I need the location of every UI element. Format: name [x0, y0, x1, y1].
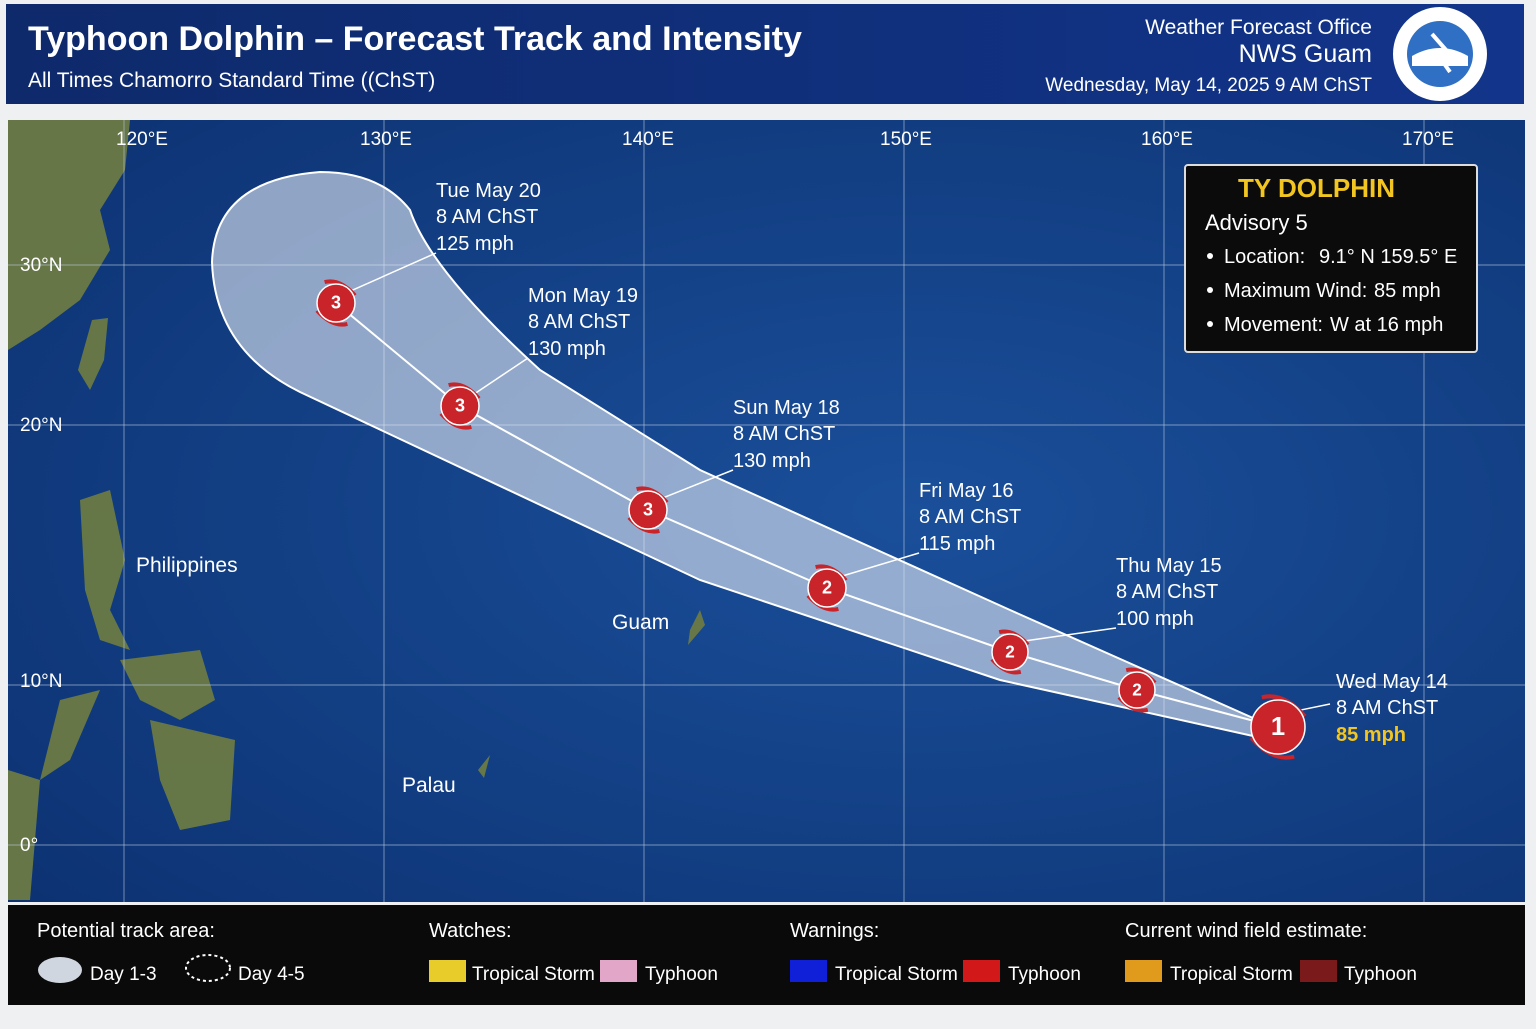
- storm-category: 2: [1005, 642, 1015, 661]
- storm-category: 1: [1271, 713, 1285, 741]
- lat-label: 10°N: [20, 671, 62, 692]
- lon-label: 160°E: [1141, 129, 1193, 150]
- leader-line: [1296, 703, 1331, 712]
- lat-label: 0°: [20, 835, 38, 856]
- place-label: Guam: [612, 611, 669, 634]
- storm-category: 2: [1132, 680, 1142, 699]
- point-date: Fri May 16: [919, 480, 1013, 502]
- storm-marker: [440, 386, 480, 426]
- leader-line: [661, 469, 734, 500]
- point-date: Mon May 19: [528, 285, 638, 307]
- point-wind: 85 mph: [1336, 724, 1406, 746]
- lon-label: 140°E: [622, 129, 674, 150]
- header-bar: [6, 4, 1524, 104]
- point-time: 8 AM ChST: [436, 206, 538, 228]
- legend-item: Tropical Storm: [835, 964, 958, 985]
- point-date: Wed May 14: [1336, 671, 1448, 693]
- info-value: W at 16 mph: [1330, 314, 1443, 336]
- lon-label: 120°E: [116, 129, 168, 150]
- info-label: Location:: [1224, 246, 1305, 268]
- lat-label: 30°N: [20, 255, 62, 276]
- leader-line: [840, 552, 920, 578]
- storm-marker: [628, 490, 668, 530]
- leader-line: [1022, 627, 1117, 642]
- subtitle: All Times Chamorro Standard Time ((ChST): [28, 69, 435, 92]
- office-name: NWS Guam: [1239, 40, 1372, 68]
- leader-line: [472, 357, 529, 396]
- legend-item: Tropical Storm: [1170, 964, 1293, 985]
- point-time: 8 AM ChST: [733, 423, 835, 445]
- point-time: 8 AM ChST: [919, 506, 1021, 528]
- info-label: Maximum Wind:: [1224, 280, 1367, 302]
- legend-title: Watches:: [429, 920, 512, 942]
- legend-item: Typhoon: [1344, 964, 1417, 985]
- info-value: 85 mph: [1374, 280, 1441, 302]
- storm-marker: [1250, 699, 1306, 755]
- point-time: 8 AM ChST: [1116, 581, 1218, 603]
- place-label: Palau: [402, 774, 456, 797]
- legend-title: Warnings:: [790, 920, 879, 942]
- lon-label: 170°E: [1402, 129, 1454, 150]
- point-wind: 115 mph: [919, 533, 995, 555]
- bullet: [1207, 253, 1213, 259]
- lat-label: 20°N: [20, 415, 62, 436]
- point-date: Tue May 20: [436, 180, 541, 202]
- lon-label: 150°E: [880, 129, 932, 150]
- legend-item: Day 1-3: [90, 964, 157, 985]
- title: Typhoon Dolphin – Forecast Track and Int…: [28, 20, 802, 58]
- storm-category: 3: [455, 396, 465, 416]
- storm-marker: [991, 633, 1029, 671]
- legend-title: Potential track area:: [37, 920, 215, 942]
- storm-marker: [316, 283, 356, 323]
- legend-swatches: [38, 954, 1337, 983]
- storm-category: 3: [331, 293, 341, 313]
- office: Weather Forecast Office: [1145, 16, 1372, 39]
- point-wind: 130 mph: [733, 450, 811, 472]
- info-advisory: Advisory 5: [1205, 210, 1308, 235]
- leader-line: [348, 252, 437, 293]
- place-label: Philippines: [136, 554, 238, 577]
- storm-marker: [1118, 671, 1156, 709]
- point-time: 8 AM ChST: [528, 311, 630, 333]
- point-wind: 100 mph: [1116, 608, 1194, 630]
- legend-item: Typhoon: [1008, 964, 1081, 985]
- legend-item: Day 4-5: [238, 964, 305, 985]
- storm-category: 2: [822, 578, 832, 598]
- point-date: Thu May 15: [1116, 555, 1222, 577]
- logo: [1393, 7, 1487, 101]
- info-value: 9.1° N 159.5° E: [1319, 246, 1457, 268]
- bullet: [1207, 287, 1213, 293]
- storm-category: 3: [643, 500, 653, 520]
- lon-label: 130°E: [360, 129, 412, 150]
- legend-bar: [8, 905, 1525, 1005]
- land: [8, 120, 705, 900]
- cone: [210, 170, 1263, 740]
- storm-marker: [807, 568, 847, 608]
- track-points: 1 2 2 2 3 3 3: [315, 252, 1331, 760]
- info-box: [1184, 164, 1478, 353]
- point-time: 8 AM ChST: [1336, 697, 1438, 719]
- bullet: [1207, 321, 1213, 327]
- legend-item: Typhoon: [645, 964, 718, 985]
- legend-item: Tropical Storm: [472, 964, 595, 985]
- info-title: TY DOLPHIN: [1238, 173, 1395, 203]
- point-date: Sun May 18: [733, 397, 840, 419]
- point-wind: 125 mph: [436, 233, 514, 255]
- info-label: Movement:: [1224, 314, 1323, 336]
- legend-title: Current wind field estimate:: [1125, 920, 1367, 942]
- point-wind: 130 mph: [528, 338, 606, 360]
- issued: Wednesday, May 14, 2025 9 AM ChST: [1045, 75, 1372, 96]
